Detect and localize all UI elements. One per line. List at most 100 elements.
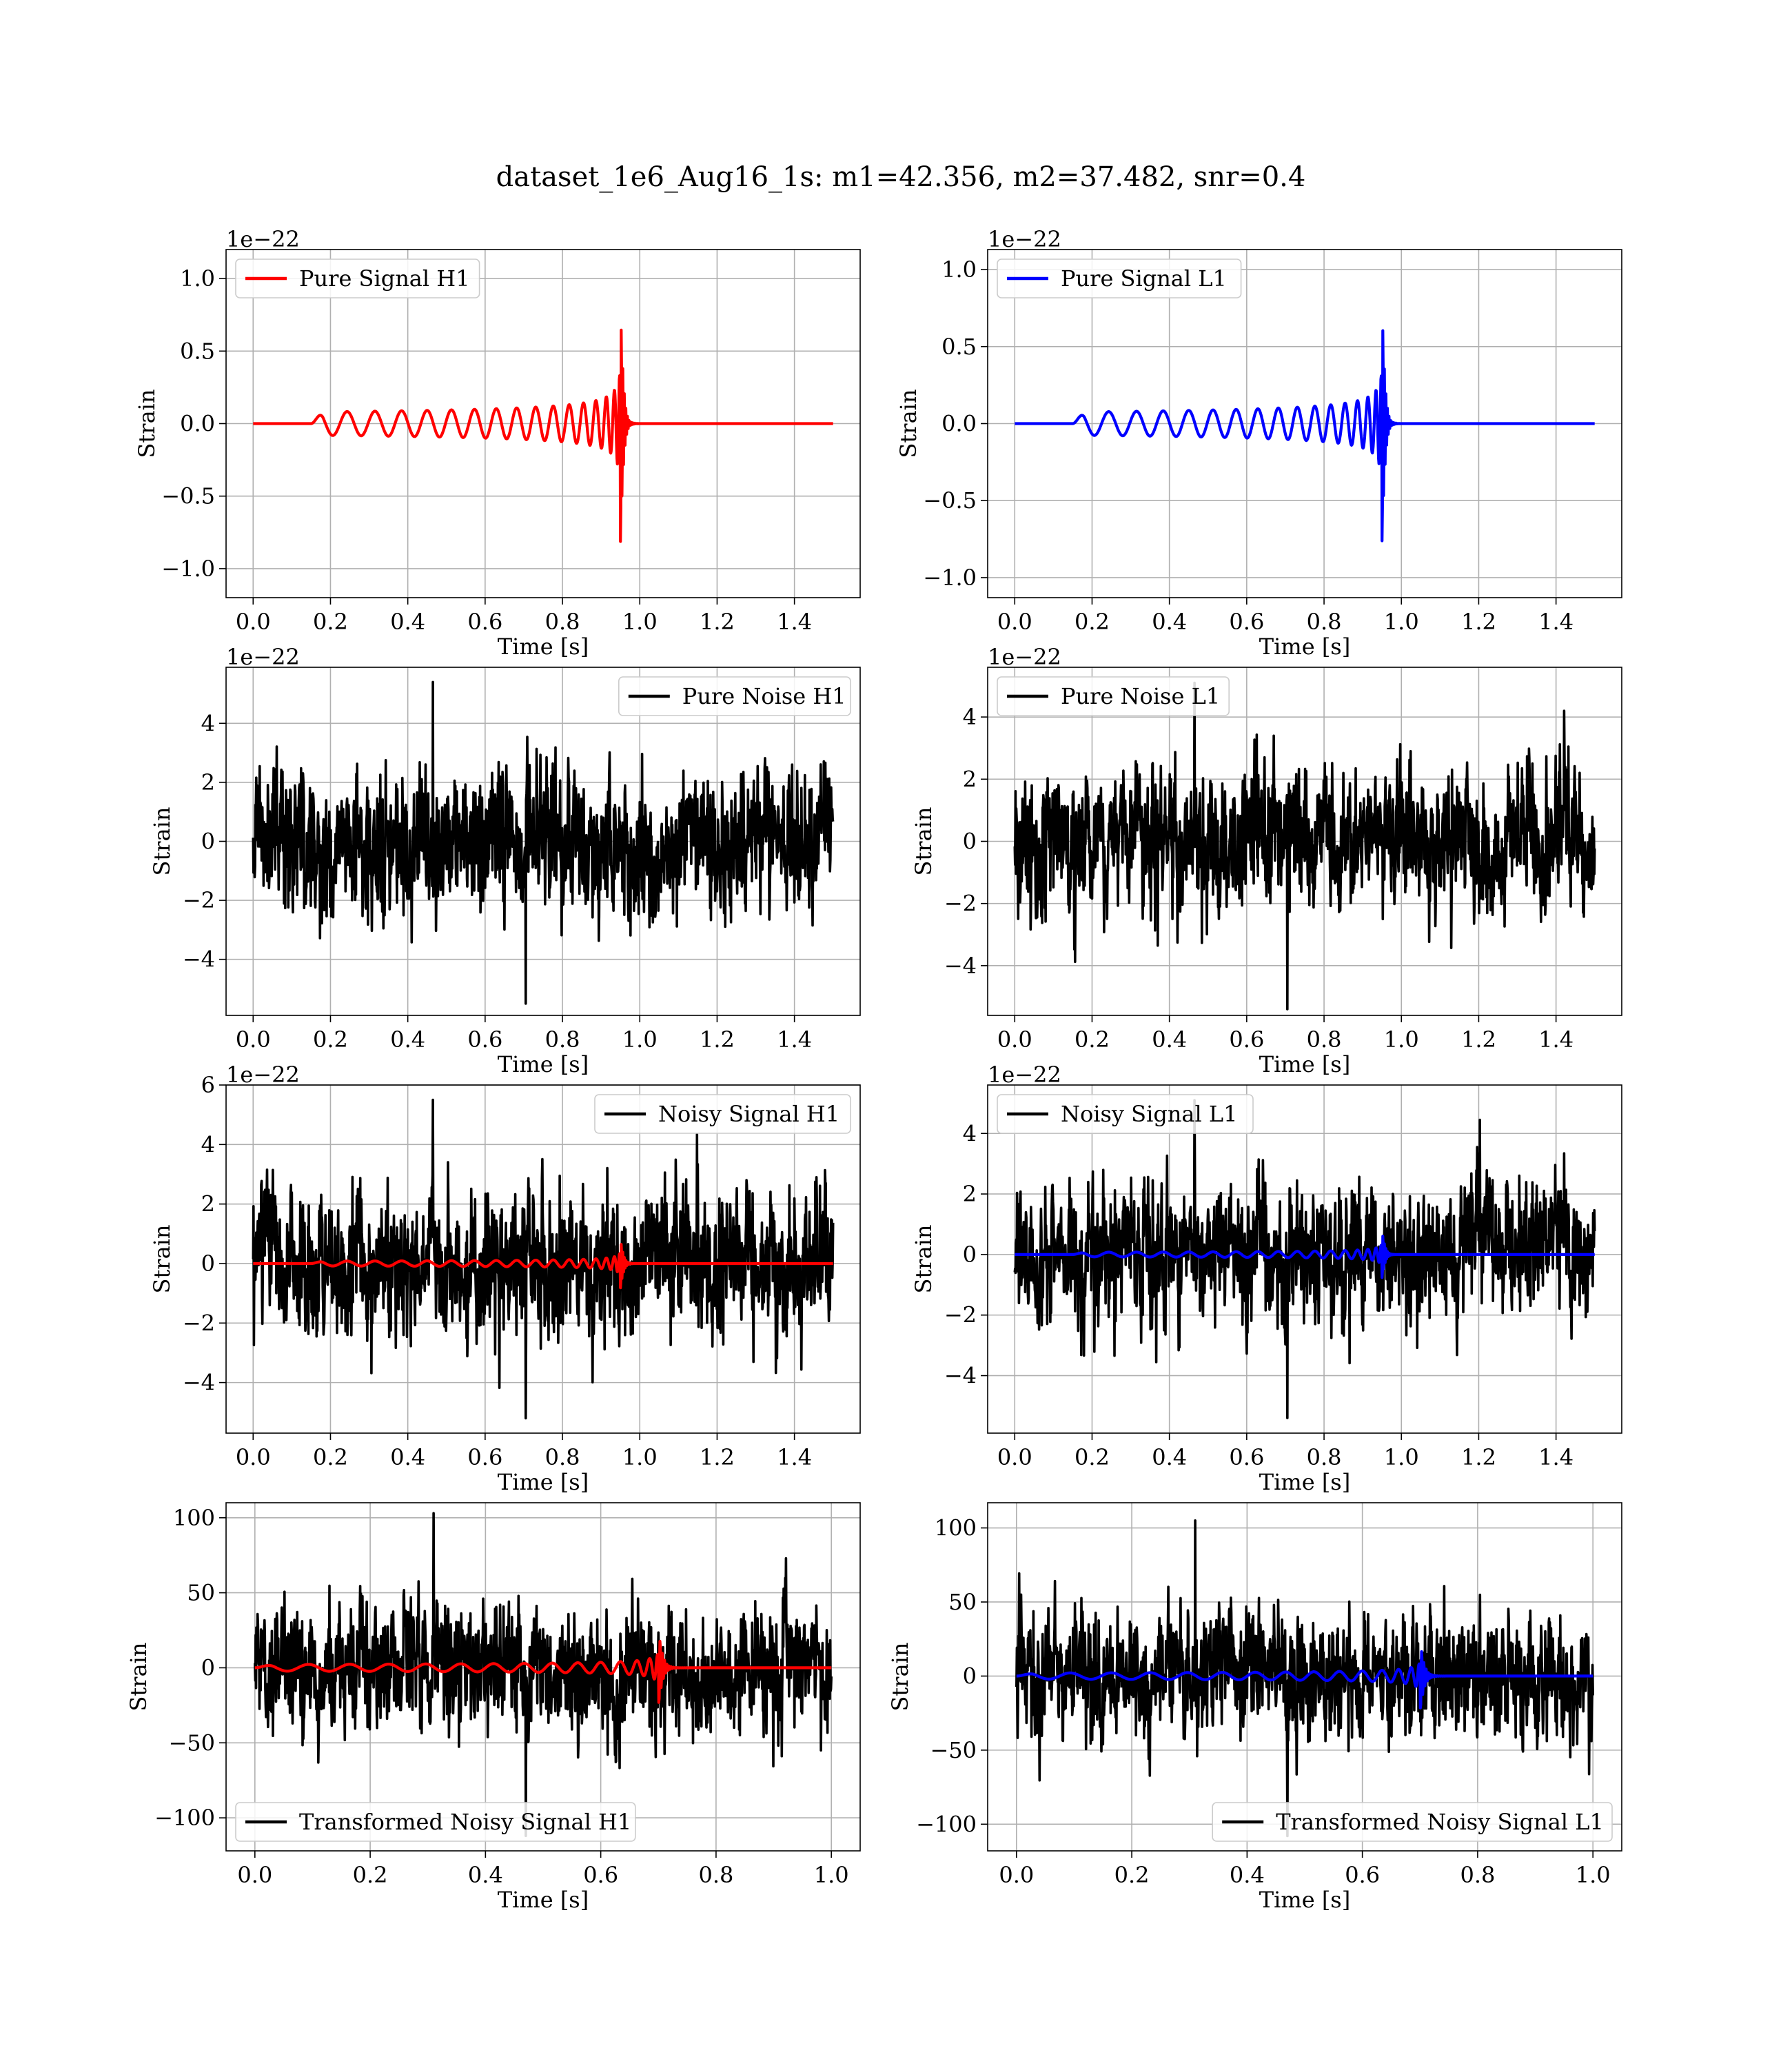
y-tick-label: −50 [930, 1737, 977, 1763]
y-tick-label: −100 [916, 1811, 977, 1837]
axes-frame [987, 1084, 1622, 1434]
legend-label: Transformed Noisy Signal L1 [1276, 1809, 1604, 1835]
y-axis-label: Strain [149, 1225, 175, 1294]
legend-label: Pure Signal H1 [299, 265, 470, 292]
x-tick-label: 0.8 [1460, 1862, 1495, 1888]
x-tick-label: 1.4 [777, 1444, 812, 1470]
x-tick-label: 1.2 [1461, 609, 1496, 635]
legend-label: Noisy Signal L1 [1061, 1101, 1238, 1127]
x-tick-label: 0.6 [467, 1026, 502, 1053]
y-tick-label: 50 [948, 1589, 977, 1615]
x-axis-label: Time [s] [498, 1887, 589, 1913]
x-tick-label: 1.0 [814, 1862, 849, 1888]
series-line-signal [1013, 329, 1596, 543]
y-tick-label: −2 [183, 1310, 215, 1336]
x-tick-label: 0.4 [390, 609, 425, 635]
axis-offset-label: 1e−22 [988, 1062, 1061, 1088]
legend: Transformed Noisy Signal L1 [1212, 1802, 1613, 1842]
legend-box [235, 258, 480, 298]
x-tick-label: 0.6 [1229, 1026, 1264, 1053]
y-tick-label: 0 [201, 1250, 215, 1277]
legend-label: Pure Noise H1 [682, 683, 846, 709]
legend: Pure Noise H1 [618, 676, 851, 716]
series-line-signal [1013, 1235, 1596, 1279]
x-tick-label: 1.0 [1384, 1026, 1419, 1053]
y-tick-label: 100 [173, 1505, 215, 1531]
series-line-noise [254, 1512, 833, 1837]
x-tick-label: 1.2 [1461, 1026, 1496, 1053]
subplot-grid: 0.0 0.2 0.4 0.6 0.8 1.0 1.2 1.4 −1.0 −0.5 0.0 0.5 1.… [125, 226, 1622, 1913]
axis-offset-label: 1e−22 [988, 644, 1061, 670]
x-tick-label: 0.0 [236, 1026, 271, 1053]
x-tick-label: 0.6 [1345, 1862, 1380, 1888]
y-tick-label: −2 [944, 891, 977, 917]
legend: Pure Signal L1 [997, 258, 1242, 298]
x-tick-label: 0.2 [313, 1444, 348, 1470]
x-tick-label: 1.0 [622, 1444, 658, 1470]
x-tick-label: 1.2 [1461, 1444, 1496, 1470]
x-tick-label: 1.0 [1576, 1862, 1611, 1888]
y-tick-label: −100 [154, 1805, 215, 1831]
y-tick-label: −1.0 [161, 556, 215, 582]
legend-box [235, 1802, 636, 1842]
y-tick-label: 4 [201, 1131, 215, 1157]
x-tick-label: 0.8 [1307, 609, 1342, 635]
y-tick-label: 2 [963, 766, 977, 792]
x-tick-label: 0.2 [1114, 1862, 1150, 1888]
y-tick-label: 2 [201, 1191, 215, 1217]
y-tick-label: −50 [168, 1730, 215, 1756]
x-tick-label: 0.4 [1152, 609, 1187, 635]
x-tick-label: 1.0 [1384, 609, 1419, 635]
y-axis-label: Strain [149, 807, 175, 876]
y-tick-label: 6 [201, 1072, 215, 1098]
y-tick-label: 4 [963, 704, 977, 730]
x-tick-label: 0.4 [1152, 1444, 1187, 1470]
y-tick-label: −4 [183, 1370, 215, 1396]
y-tick-label: 4 [963, 1120, 977, 1146]
x-tick-label: 1.2 [700, 1444, 735, 1470]
y-tick-label: 0.5 [941, 334, 977, 360]
axis-offset-label: 1e−22 [988, 226, 1061, 252]
series-line-signal [252, 328, 835, 543]
legend: Pure Signal H1 [235, 258, 480, 298]
subplot-p22: 0.0 0.2 0.4 0.6 0.8 1.0 1.2 1.4 −4 −2 0 2 4 Time [s] S… [910, 644, 1622, 1077]
x-tick-label: 0.8 [698, 1862, 733, 1888]
x-tick-label: 0.2 [353, 1862, 388, 1888]
legend-box [618, 676, 851, 716]
x-tick-label: 0.8 [1307, 1444, 1342, 1470]
plot-area [1013, 681, 1596, 1011]
plot-area [1013, 1099, 1596, 1419]
y-tick-label: 2 [963, 1181, 977, 1207]
legend-box [997, 676, 1230, 716]
y-tick-label: 50 [187, 1580, 215, 1606]
y-tick-label: −1.0 [923, 565, 977, 591]
x-tick-label: 0.4 [390, 1026, 425, 1053]
x-tick-label: 0.8 [1307, 1026, 1342, 1053]
subplot-p31: 0.0 0.2 0.4 0.6 0.8 1.0 1.2 1.4 −4 −2 0 2 4 6 Time [s]… [149, 1062, 861, 1495]
plot-area [1015, 1519, 1594, 1838]
x-tick-label: 0.2 [313, 609, 348, 635]
y-tick-label: 0 [963, 1663, 977, 1689]
y-tick-label: −0.5 [923, 487, 977, 514]
x-tick-label: 0.8 [545, 609, 580, 635]
plot-area [252, 680, 835, 1005]
plot-area [252, 1098, 835, 1420]
y-axis-label: Strain [125, 1643, 152, 1712]
series-line-signal [252, 1243, 835, 1290]
plot-area [254, 1512, 833, 1837]
x-tick-label: 1.0 [622, 1026, 658, 1053]
series-line-noise [1015, 1519, 1594, 1838]
x-tick-label: 0.0 [997, 1026, 1032, 1053]
y-tick-label: 0.0 [941, 411, 977, 437]
y-tick-label: −4 [944, 953, 977, 979]
legend-box [1212, 1802, 1613, 1842]
y-axis-label: Strain [910, 1225, 937, 1294]
x-tick-label: 0.8 [545, 1026, 580, 1053]
y-axis-label: Strain [887, 1643, 913, 1712]
legend: Noisy Signal H1 [594, 1094, 851, 1134]
legend-label: Pure Signal L1 [1061, 265, 1227, 292]
x-tick-label: 0.2 [313, 1026, 348, 1053]
y-tick-label: 2 [201, 769, 215, 795]
y-tick-label: −0.5 [161, 483, 215, 509]
plot-area [252, 328, 835, 543]
